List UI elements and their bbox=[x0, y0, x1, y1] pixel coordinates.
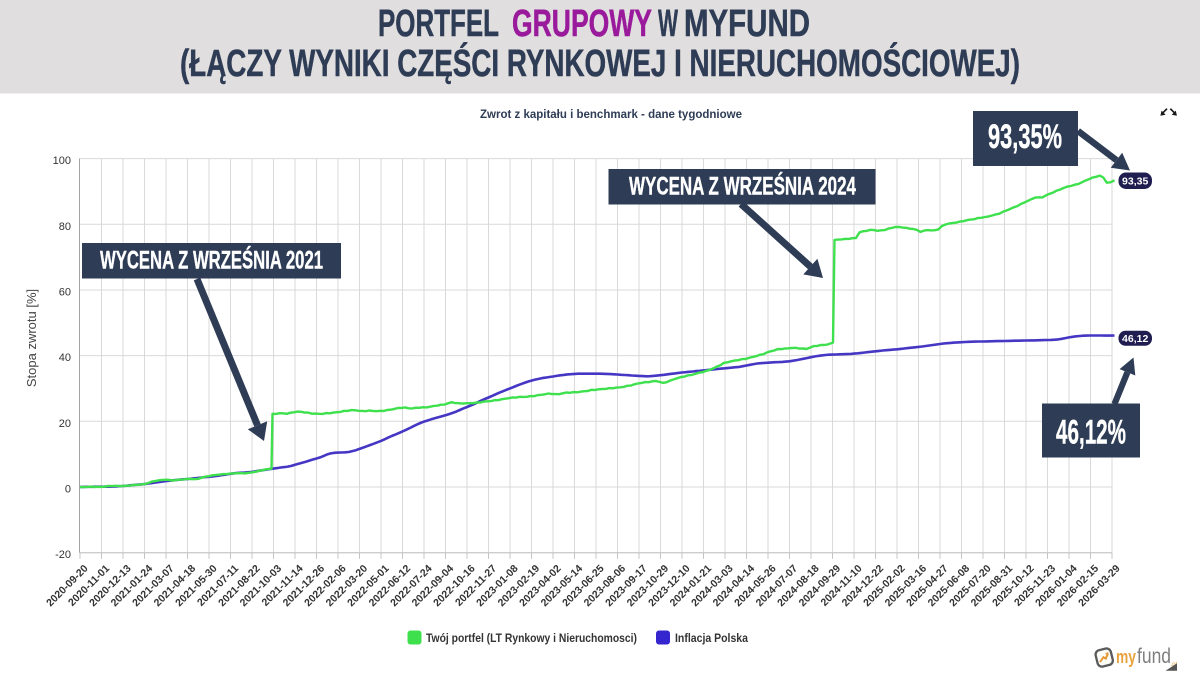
svg-text:fund: fund bbox=[1137, 645, 1171, 668]
svg-text:46,12%: 46,12% bbox=[1056, 414, 1126, 452]
svg-text:MYFUND: MYFUND bbox=[684, 3, 810, 45]
svg-text:(ŁĄCZY WYNIKI CZĘŚCI RYNKOWEJ: (ŁĄCZY WYNIKI CZĘŚCI RYNKOWEJ I NIERUCHO… bbox=[180, 41, 1020, 85]
svg-text:93,35%: 93,35% bbox=[988, 118, 1062, 156]
svg-text:100: 100 bbox=[53, 155, 71, 167]
svg-text:20: 20 bbox=[59, 418, 71, 430]
svg-text:93,35: 93,35 bbox=[1122, 176, 1148, 188]
svg-text:PORTFEL: PORTFEL bbox=[378, 3, 499, 45]
svg-text:Zwrot z kapitału i benchmark -: Zwrot z kapitału i benchmark - dane tygo… bbox=[480, 107, 742, 121]
svg-text:W: W bbox=[658, 3, 678, 45]
svg-text:GRUPOWY: GRUPOWY bbox=[512, 3, 652, 45]
svg-text:0: 0 bbox=[65, 484, 71, 496]
svg-text:Twój portfel (LT Rynkowy i Nie: Twój portfel (LT Rynkowy i Nieruchomosci… bbox=[426, 631, 637, 645]
svg-text:40: 40 bbox=[59, 352, 71, 364]
svg-text:Stopa zwrotu [%]: Stopa zwrotu [%] bbox=[24, 289, 39, 387]
svg-text:WYCENA Z WRZEŚNIA 2024: WYCENA Z WRZEŚNIA 2024 bbox=[629, 171, 856, 201]
svg-text:60: 60 bbox=[59, 287, 71, 299]
svg-text:46,12: 46,12 bbox=[1122, 333, 1148, 345]
svg-text:80: 80 bbox=[59, 221, 71, 233]
svg-text:-20: -20 bbox=[55, 549, 71, 561]
svg-text:my: my bbox=[1116, 647, 1136, 667]
svg-text:Inflacja Polska: Inflacja Polska bbox=[675, 631, 748, 645]
svg-text:WYCENA Z WRZEŚNIA 2021: WYCENA Z WRZEŚNIA 2021 bbox=[100, 245, 323, 275]
svg-text:.pl: .pl bbox=[1171, 662, 1177, 668]
